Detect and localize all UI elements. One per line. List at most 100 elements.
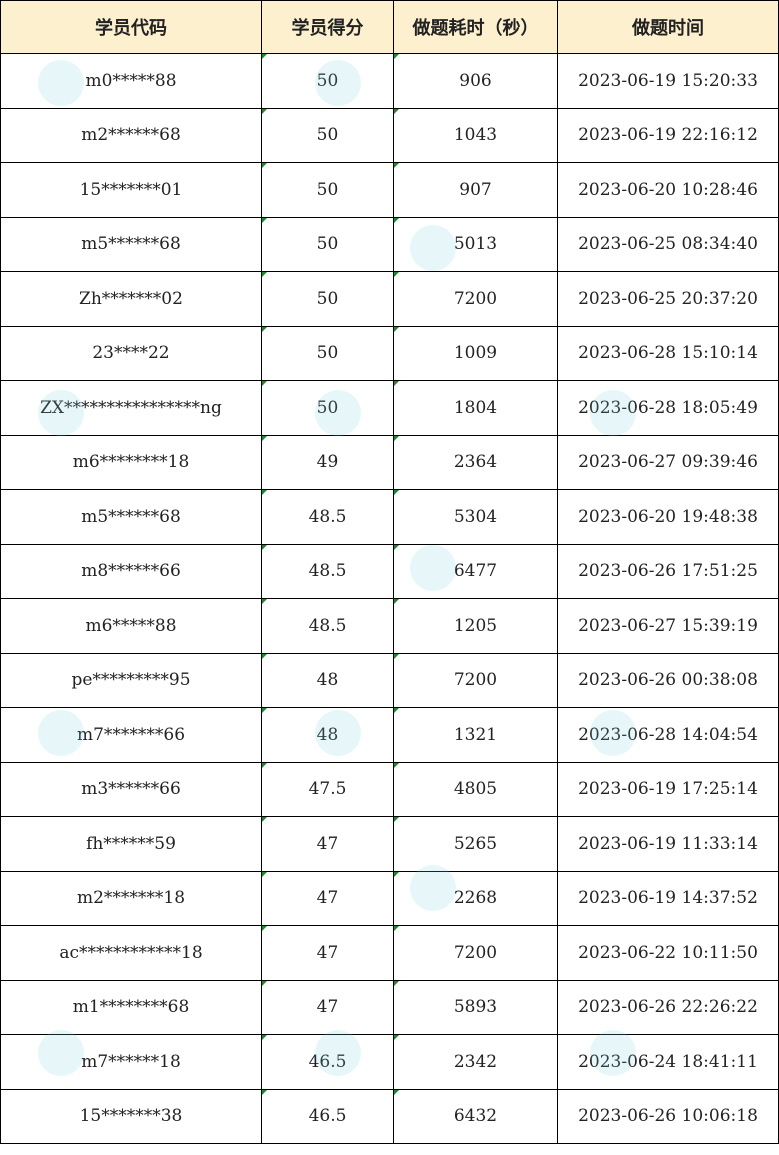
score-cell: 50 xyxy=(261,325,394,381)
student-code-cell: m1********68 xyxy=(0,979,262,1035)
student-code-cell: m2*******18 xyxy=(0,870,262,926)
duration-cell: 6477 xyxy=(393,543,558,599)
duration-cell: 2364 xyxy=(393,434,558,490)
score-cell: 48.5 xyxy=(261,543,394,599)
table-row: m6*****88 48.5 1205 2023-06-27 15:39:19 xyxy=(0,598,779,654)
duration-cell: 5893 xyxy=(393,979,558,1035)
table-row: ac************18 47 7200 2023-06-22 10:11:5… xyxy=(0,925,779,981)
student-code-cell: Zh*******02 xyxy=(0,271,262,327)
datetime-cell: 2023-06-19 17:25:14 xyxy=(557,761,779,817)
datetime-cell: 2023-06-25 20:37:20 xyxy=(557,271,779,327)
duration-cell: 1804 xyxy=(393,380,558,436)
student-code-cell: pe*********95 xyxy=(0,652,262,708)
table-row: 23****22 50 1009 2023-06-28 15:10:14 xyxy=(0,325,779,381)
score-cell: 50 xyxy=(261,271,394,327)
datetime-cell: 2023-06-19 22:16:12 xyxy=(557,107,779,163)
datetime-cell: 2023-06-19 15:20:33 xyxy=(557,53,779,109)
table-row: m3******66 47.5 4805 2023-06-19 17:25:14 xyxy=(0,761,779,817)
duration-cell: 2342 xyxy=(393,1034,558,1090)
student-code-cell: m8******66 xyxy=(0,543,262,599)
header-datetime: 做题时间 xyxy=(557,0,779,54)
header-student-code: 学员代码 xyxy=(0,0,262,54)
duration-cell: 907 xyxy=(393,162,558,218)
datetime-cell: 2023-06-26 22:26:22 xyxy=(557,979,779,1035)
datetime-cell: 2023-06-28 15:10:14 xyxy=(557,325,779,381)
datetime-cell: 2023-06-28 14:04:54 xyxy=(557,707,779,763)
score-cell: 47 xyxy=(261,816,394,872)
datetime-cell: 2023-06-20 19:48:38 xyxy=(557,489,779,545)
table-row: m2******68 50 1043 2023-06-19 22:16:12 xyxy=(0,107,779,163)
duration-cell: 7200 xyxy=(393,925,558,981)
student-code-cell: m5******68 xyxy=(0,216,262,272)
student-code-cell: m6*****88 xyxy=(0,598,262,654)
duration-cell: 1009 xyxy=(393,325,558,381)
duration-cell: 5304 xyxy=(393,489,558,545)
table-row: m8******66 48.5 6477 2023-06-26 17:51:25 xyxy=(0,543,779,599)
table-row: m7*******66 48 1321 2023-06-28 14:04:54 xyxy=(0,707,779,763)
score-cell: 47 xyxy=(261,925,394,981)
score-cell: 48 xyxy=(261,652,394,708)
datetime-cell: 2023-06-24 18:41:11 xyxy=(557,1034,779,1090)
score-cell: 50 xyxy=(261,107,394,163)
datetime-cell: 2023-06-25 08:34:40 xyxy=(557,216,779,272)
duration-cell: 5265 xyxy=(393,816,558,872)
score-cell: 48 xyxy=(261,707,394,763)
datetime-cell: 2023-06-26 10:06:18 xyxy=(557,1088,779,1144)
datetime-cell: 2023-06-28 18:05:49 xyxy=(557,380,779,436)
table-row: m2*******18 47 2268 2023-06-19 14:37:52 xyxy=(0,870,779,926)
datetime-cell: 2023-06-26 00:38:08 xyxy=(557,652,779,708)
student-code-cell: m7*******66 xyxy=(0,707,262,763)
duration-cell: 5013 xyxy=(393,216,558,272)
student-code-cell: m6********18 xyxy=(0,434,262,490)
duration-cell: 2268 xyxy=(393,870,558,926)
student-code-cell: 23****22 xyxy=(0,325,262,381)
score-cell: 50 xyxy=(261,53,394,109)
student-code-cell: ac************18 xyxy=(0,925,262,981)
duration-cell: 7200 xyxy=(393,271,558,327)
table-row: m5******68 48.5 5304 2023-06-20 19:48:38 xyxy=(0,489,779,545)
duration-cell: 7200 xyxy=(393,652,558,708)
table-row: pe*********95 48 7200 2023-06-26 00:38:08 xyxy=(0,652,779,708)
score-cell: 50 xyxy=(261,162,394,218)
score-cell: 49 xyxy=(261,434,394,490)
student-code-cell: m3******66 xyxy=(0,761,262,817)
header-score: 学员得分 xyxy=(261,0,394,54)
duration-cell: 1205 xyxy=(393,598,558,654)
student-code-cell: m2******68 xyxy=(0,107,262,163)
table-row: ZX****************ng 50 1804 2023-06-28 18:… xyxy=(0,380,779,436)
datetime-cell: 2023-06-20 10:28:46 xyxy=(557,162,779,218)
student-code-cell: 15*******01 xyxy=(0,162,262,218)
student-code-cell: 15*******38 xyxy=(0,1088,262,1144)
student-code-cell: ZX****************ng xyxy=(0,380,262,436)
datetime-cell: 2023-06-19 11:33:14 xyxy=(557,816,779,872)
score-cell: 47 xyxy=(261,870,394,926)
duration-cell: 1321 xyxy=(393,707,558,763)
score-cell: 48.5 xyxy=(261,489,394,545)
duration-cell: 1043 xyxy=(393,107,558,163)
datetime-cell: 2023-06-26 17:51:25 xyxy=(557,543,779,599)
table-row: m5******68 50 5013 2023-06-25 08:34:40 xyxy=(0,216,779,272)
table-row: m7******18 46.5 2342 2023-06-24 18:41:11 xyxy=(0,1034,779,1090)
datetime-cell: 2023-06-22 10:11:50 xyxy=(557,925,779,981)
table-row: Zh*******02 50 7200 2023-06-25 20:37:20 xyxy=(0,271,779,327)
header-duration: 做题耗时（秒） xyxy=(393,0,558,54)
duration-cell: 6432 xyxy=(393,1088,558,1144)
duration-cell: 4805 xyxy=(393,761,558,817)
score-cell: 50 xyxy=(261,216,394,272)
header-row: 学员代码 学员得分 做题耗时（秒） 做题时间 xyxy=(0,0,779,54)
student-code-cell: fh******59 xyxy=(0,816,262,872)
table-row: fh******59 47 5265 2023-06-19 11:33:14 xyxy=(0,816,779,872)
table-row: 15*******38 46.5 6432 2023-06-26 10:06:18 xyxy=(0,1088,779,1144)
score-cell: 46.5 xyxy=(261,1034,394,1090)
datetime-cell: 2023-06-19 14:37:52 xyxy=(557,870,779,926)
duration-cell: 906 xyxy=(393,53,558,109)
score-cell: 47 xyxy=(261,979,394,1035)
table-row: m0*****88 50 906 2023-06-19 15:20:33 xyxy=(0,53,779,109)
datetime-cell: 2023-06-27 15:39:19 xyxy=(557,598,779,654)
student-code-cell: m0*****88 xyxy=(0,53,262,109)
datetime-cell: 2023-06-27 09:39:46 xyxy=(557,434,779,490)
table-row: 15*******01 50 907 2023-06-20 10:28:46 xyxy=(0,162,779,218)
score-cell: 47.5 xyxy=(261,761,394,817)
score-cell: 46.5 xyxy=(261,1088,394,1144)
